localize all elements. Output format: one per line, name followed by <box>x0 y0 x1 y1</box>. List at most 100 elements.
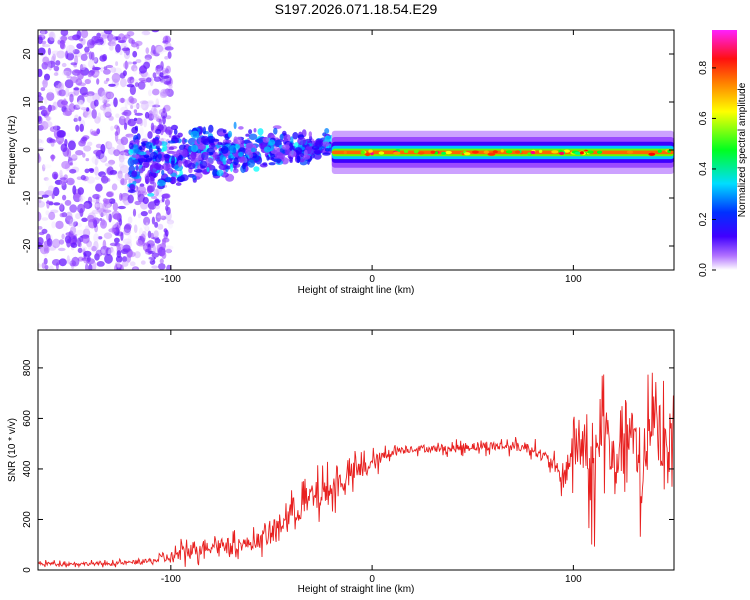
spectrogram-blob <box>76 43 83 49</box>
spectrogram-blob <box>138 168 144 174</box>
spectrogram-blob <box>59 202 64 211</box>
spectrogram-blob <box>51 154 55 162</box>
spectrogram-blob <box>152 72 157 79</box>
spectrogram-blob <box>140 260 146 265</box>
spectrogram-blob <box>57 83 63 90</box>
spectrogram-blob <box>321 141 330 147</box>
spectrogram-blob <box>142 230 147 238</box>
spectrogram-blob <box>247 159 255 168</box>
spectrogram-blob <box>132 50 138 58</box>
spectrogram-blob <box>58 89 67 97</box>
spectrogram-blob <box>162 67 169 76</box>
spectrogram-blob <box>48 185 55 193</box>
spectrogram-peak <box>368 149 373 153</box>
spectrogram-blob <box>123 228 131 236</box>
spectrogram-blob <box>120 192 130 201</box>
spectrogram-blob <box>91 199 100 203</box>
spectrogram-blob <box>159 72 164 78</box>
spectrogram-blob <box>165 126 173 136</box>
spectrogram-blob <box>108 213 112 223</box>
spectrogram-blob <box>84 51 90 55</box>
spectrogram-blob <box>103 30 113 35</box>
spectrogram-blob <box>134 125 138 131</box>
spectrogram-blob <box>121 260 129 267</box>
spectrogram-blob <box>129 261 136 267</box>
spectrogram-blob <box>85 107 90 112</box>
spectrogram-blob <box>73 117 78 122</box>
spectrogram-blob <box>315 140 323 148</box>
spectrogram-blob <box>48 31 54 39</box>
spectrogram-blob <box>111 183 118 191</box>
spectrogram-blob <box>99 190 104 201</box>
spectrogram-blob <box>162 107 166 114</box>
spectrogram-blob <box>137 213 142 219</box>
snr-xtick-label: 0 <box>369 574 375 585</box>
spectrogram-blob <box>80 174 86 181</box>
spectrogram-blob <box>145 222 149 231</box>
spectrogram-peak <box>343 150 347 155</box>
spectrogram-xtick-label: 100 <box>565 274 582 285</box>
spectrogram-blob <box>146 77 152 83</box>
spectrogram-blob <box>65 87 70 98</box>
spectrogram-blob <box>58 258 67 267</box>
spectrogram-blob <box>66 177 75 186</box>
spectrogram-blob <box>162 144 168 152</box>
spectrogram-blob <box>138 158 147 163</box>
spectrogram-blob <box>212 151 217 161</box>
spectrogram-blob <box>43 164 52 169</box>
spectrogram-blob <box>149 151 158 160</box>
spectrogram-blob <box>155 128 162 135</box>
spectrogram-blob <box>119 158 125 167</box>
spectrogram-blob <box>38 36 43 45</box>
spectrogram-blob <box>118 153 125 163</box>
spectrogram-blob <box>136 102 140 110</box>
spectrogram-blob <box>273 127 278 135</box>
spectrogram-blob <box>109 45 114 51</box>
spectrogram-blob <box>168 221 173 229</box>
spectrogram-blob <box>55 60 61 66</box>
spectrogram-blob <box>42 78 48 88</box>
spectrogram-blob <box>96 78 100 85</box>
spectrogram-blob <box>88 263 93 270</box>
spectrogram-blob <box>53 124 58 133</box>
spectrogram-blob <box>105 141 110 147</box>
spectrogram-blob <box>105 91 115 100</box>
spectrogram-blob <box>81 234 90 244</box>
spectrogram-blob <box>59 39 65 49</box>
spectrogram-blob <box>250 147 256 153</box>
spectrogram-marks <box>38 30 674 270</box>
spectrogram-blob <box>257 128 264 136</box>
spectrogram-blob <box>77 247 83 254</box>
spectrogram-blob <box>87 141 93 147</box>
spectrogram-blob <box>130 105 134 109</box>
spectrogram-blob <box>133 224 138 233</box>
spectrogram-blob <box>170 176 176 185</box>
spectrogram-blob <box>94 166 99 176</box>
spectrogram-blob <box>139 227 143 237</box>
spectrogram-blob <box>62 110 72 116</box>
spectrogram-blob <box>205 157 214 166</box>
spectrogram-blob <box>162 40 169 44</box>
spectrogram-blob <box>233 121 237 130</box>
spectrogram-blob <box>115 43 121 53</box>
spectrogram-blob <box>38 211 42 222</box>
spectrogram-blob <box>114 237 120 244</box>
spectrogram-blob <box>67 140 76 151</box>
spectrogram-blob <box>157 223 164 230</box>
spectrogram-blob <box>119 150 129 156</box>
spectrogram-blob <box>226 158 233 165</box>
spectrogram-blob <box>161 240 166 249</box>
spectrogram-blob <box>162 193 171 200</box>
snr-ticks: -100 0 100 0 200 400 600 800 <box>22 330 674 585</box>
spectrogram-blob <box>108 83 116 87</box>
spectrogram-blob <box>108 159 116 165</box>
spectrogram-blob <box>64 199 72 206</box>
spectrogram-blob <box>100 98 105 106</box>
spectrogram-blob <box>69 93 74 103</box>
spectrogram-blob <box>75 229 85 236</box>
spectrogram-blob <box>72 185 77 195</box>
spectrogram-blob <box>151 216 155 225</box>
spectrogram-blob <box>150 232 154 240</box>
